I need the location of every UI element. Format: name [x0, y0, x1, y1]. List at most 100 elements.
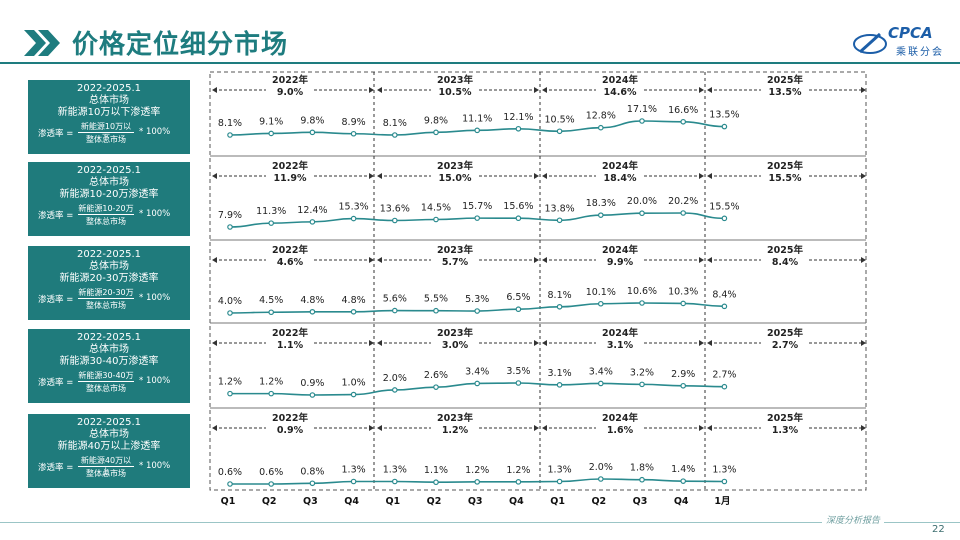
data-label: 11.3% — [256, 206, 286, 217]
year-label: 2023年 — [437, 412, 473, 424]
data-label: 15.7% — [462, 201, 492, 212]
x-tick-label: Q3 — [303, 496, 318, 507]
annual-average-label: 0.9% — [277, 425, 304, 436]
x-tick-label: Q1 — [550, 496, 565, 507]
data-label: 17.1% — [627, 104, 657, 115]
annual-average-label: 9.9% — [607, 257, 634, 268]
annual-average-label: 9.0% — [277, 87, 304, 98]
data-point — [227, 390, 233, 397]
data-point — [721, 303, 728, 310]
data-label: 1.2% — [259, 377, 283, 388]
data-point — [391, 478, 398, 485]
data-point — [268, 130, 275, 137]
data-point — [268, 390, 275, 397]
segment-label: 新能源10-20万渗透率 — [59, 189, 159, 200]
data-point — [556, 128, 563, 135]
arrowhead-left — [542, 257, 547, 263]
data-point — [515, 479, 522, 485]
header-divider — [0, 62, 960, 64]
x-tick-label: Q2 — [427, 496, 442, 507]
data-point — [597, 124, 604, 131]
x-tick-label: Q4 — [509, 496, 524, 507]
x-tick-label: Q4 — [674, 496, 689, 507]
data-label: 4.8% — [342, 295, 366, 306]
data-label: 11.1% — [462, 113, 492, 124]
arrowhead-right — [369, 257, 374, 263]
data-label: 1.4% — [671, 464, 695, 475]
annual-average-label: 10.5% — [439, 87, 472, 98]
data-point — [433, 479, 439, 486]
data-label: 5.3% — [465, 294, 489, 305]
data-label: 2.9% — [671, 369, 695, 380]
formula-denominator: 整体总市场 — [86, 301, 126, 310]
annual-average-label: 3.1% — [607, 340, 634, 351]
arrowhead-left — [707, 257, 712, 263]
year-label: 2023年 — [437, 244, 473, 256]
fraction-bar — [78, 132, 134, 133]
data-point — [639, 381, 645, 388]
data-point — [391, 132, 398, 138]
data-label: 2.6% — [424, 370, 448, 381]
formula: 渗透率 = 新能源30-40万 整体总市场 * 100% — [28, 370, 190, 394]
year-label: 2023年 — [437, 74, 473, 86]
double-chevron-icon — [24, 30, 60, 56]
arrowhead-right — [699, 87, 704, 93]
data-label: 8.4% — [712, 289, 736, 300]
data-label: 1.0% — [342, 378, 366, 389]
formula-multiplier: * 100% — [139, 376, 171, 386]
arrowhead-right — [699, 340, 704, 346]
arrowhead-right — [369, 425, 374, 431]
period-label: 2022-2025.1 — [76, 165, 142, 176]
data-label: 4.8% — [300, 295, 324, 306]
arrowhead-left — [707, 340, 712, 346]
data-point — [350, 130, 357, 137]
arrowhead-left — [542, 173, 547, 179]
data-label: 12.8% — [586, 111, 616, 122]
data-label: 15.5% — [709, 201, 739, 212]
data-label: 14.5% — [421, 202, 451, 213]
x-tick-label: 1月 — [714, 496, 730, 507]
year-label: 2023年 — [437, 160, 473, 172]
chart-frame — [209, 71, 867, 491]
year-label: 2024年 — [602, 160, 638, 172]
formula-denominator: 整体总市场 — [86, 469, 126, 478]
formula-multiplier: * 100% — [139, 127, 171, 137]
data-point — [474, 127, 481, 134]
data-label: 1.1% — [424, 465, 448, 476]
formula-multiplier: * 100% — [139, 461, 171, 471]
fraction-bar — [78, 466, 134, 467]
period-label: 2022-2025.1 — [76, 332, 142, 343]
arrowhead-left — [212, 173, 217, 179]
year-label: 2025年 — [767, 244, 803, 256]
data-point — [433, 307, 439, 314]
year-label: 2022年 — [272, 327, 308, 339]
formula-denominator: 整体总市场 — [86, 135, 126, 144]
fraction-bar — [78, 298, 134, 299]
data-point — [680, 118, 687, 125]
formula-lhs: 渗透率 = — [38, 211, 74, 221]
year-label: 2022年 — [272, 412, 308, 424]
market-label: 总体市场 — [89, 344, 129, 355]
segment-label-box: 2022-2025.1 总体市场 新能源40万以上渗透率 渗透率 = 新能源40万以上整… — [28, 414, 190, 488]
data-point — [309, 480, 316, 487]
arrowhead-left — [707, 87, 712, 93]
arrowhead-left — [542, 425, 547, 431]
formula-multiplier: * 100% — [139, 293, 171, 303]
year-label: 2024年 — [602, 412, 638, 424]
arrowhead-right — [861, 173, 866, 179]
data-label: 3.4% — [465, 366, 489, 377]
data-label: 16.6% — [668, 105, 698, 116]
data-label: 7.9% — [218, 210, 242, 221]
data-label: 9.1% — [259, 116, 283, 127]
data-point — [639, 210, 645, 217]
arrowhead-left — [377, 340, 382, 346]
formula-denominator: 整体总市场 — [86, 217, 126, 226]
x-tick-label: Q3 — [468, 496, 483, 507]
data-point — [515, 125, 522, 132]
fraction-bar — [78, 214, 134, 215]
formula: 渗透率 = 新能源40万以上 整体总市场 * 100% — [28, 455, 190, 479]
market-label: 总体市场 — [89, 261, 129, 272]
year-label: 2022年 — [272, 74, 308, 86]
segment-label: 新能源20-30万渗透率 — [59, 273, 159, 284]
arrowhead-right — [699, 425, 704, 431]
